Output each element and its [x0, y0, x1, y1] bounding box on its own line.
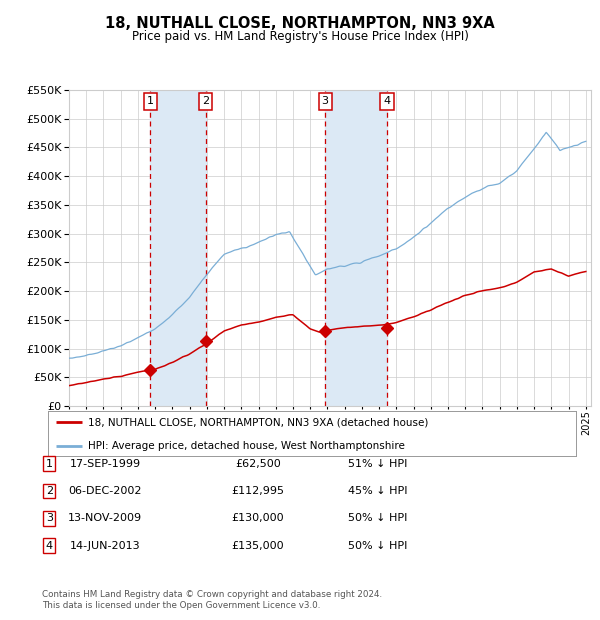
Text: 06-DEC-2002: 06-DEC-2002 — [68, 486, 142, 496]
Text: 14-JUN-2013: 14-JUN-2013 — [70, 541, 140, 551]
Bar — [325, 90, 387, 406]
Text: £112,995: £112,995 — [232, 486, 284, 496]
Text: £135,000: £135,000 — [232, 541, 284, 551]
Text: £62,500: £62,500 — [235, 459, 281, 469]
Text: 3: 3 — [46, 513, 53, 523]
Text: 1: 1 — [147, 96, 154, 107]
Text: 2: 2 — [46, 486, 53, 496]
Text: 45% ↓ HPI: 45% ↓ HPI — [348, 486, 408, 496]
Text: Contains HM Land Registry data © Crown copyright and database right 2024.
This d: Contains HM Land Registry data © Crown c… — [42, 590, 382, 609]
Text: 4: 4 — [383, 96, 391, 107]
Text: 17-SEP-1999: 17-SEP-1999 — [70, 459, 140, 469]
Text: 50% ↓ HPI: 50% ↓ HPI — [349, 541, 407, 551]
Bar — [151, 90, 206, 406]
Text: Price paid vs. HM Land Registry's House Price Index (HPI): Price paid vs. HM Land Registry's House … — [131, 30, 469, 43]
Text: 13-NOV-2009: 13-NOV-2009 — [68, 513, 142, 523]
Text: 50% ↓ HPI: 50% ↓ HPI — [349, 513, 407, 523]
Text: 18, NUTHALL CLOSE, NORTHAMPTON, NN3 9XA (detached house): 18, NUTHALL CLOSE, NORTHAMPTON, NN3 9XA … — [88, 417, 428, 427]
Text: HPI: Average price, detached house, West Northamptonshire: HPI: Average price, detached house, West… — [88, 441, 404, 451]
Text: 3: 3 — [322, 96, 329, 107]
Text: 2: 2 — [202, 96, 209, 107]
Text: £130,000: £130,000 — [232, 513, 284, 523]
Text: 51% ↓ HPI: 51% ↓ HPI — [349, 459, 407, 469]
Text: 4: 4 — [46, 541, 53, 551]
Text: 1: 1 — [46, 459, 53, 469]
Text: 18, NUTHALL CLOSE, NORTHAMPTON, NN3 9XA: 18, NUTHALL CLOSE, NORTHAMPTON, NN3 9XA — [105, 16, 495, 30]
